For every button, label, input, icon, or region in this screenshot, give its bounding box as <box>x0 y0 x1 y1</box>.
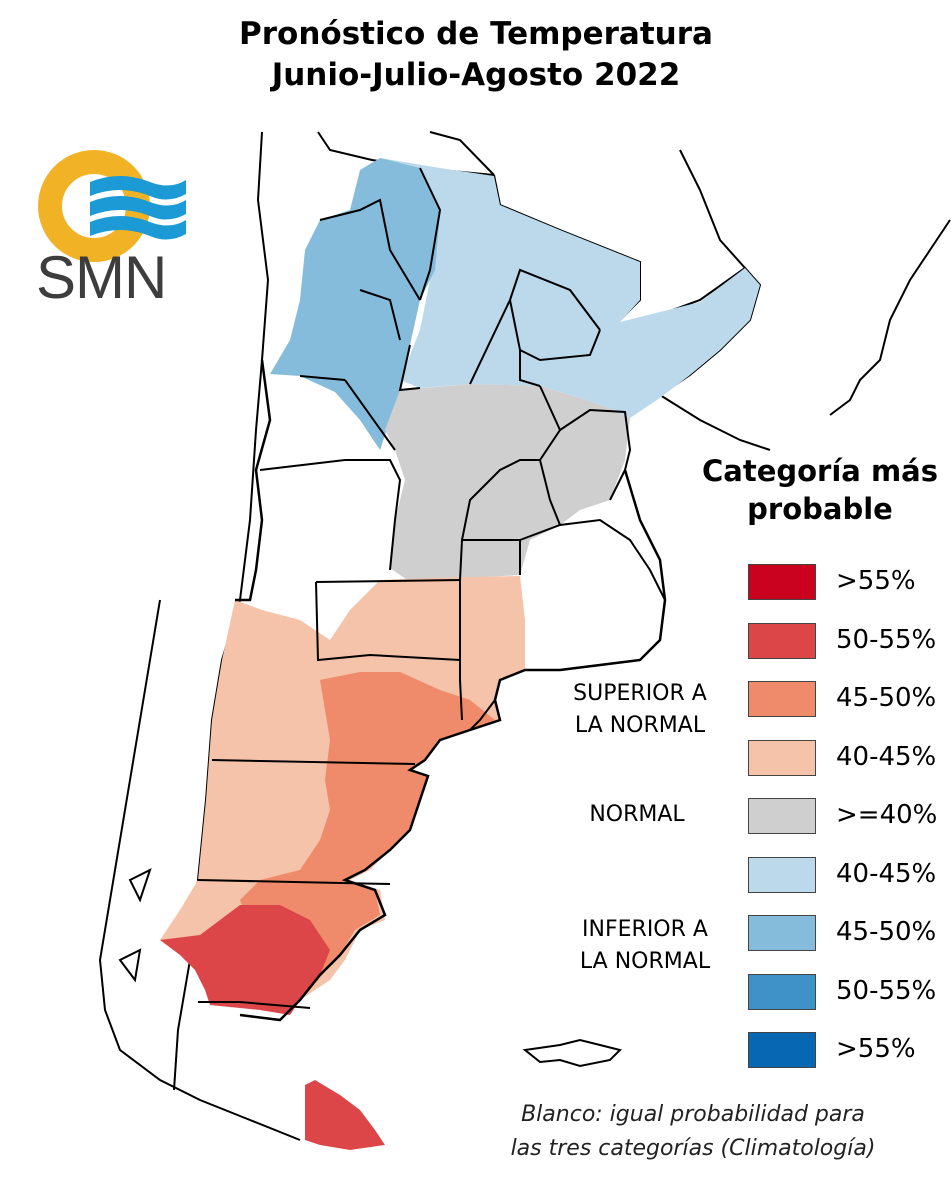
legend-label: 45-50% <box>836 917 937 947</box>
brazil-inner <box>679 149 746 269</box>
region-normal <box>385 384 630 582</box>
note-line-2: las tres categorías (Climatología) <box>510 1136 876 1161</box>
legend-label: 50-55% <box>836 624 937 655</box>
note-line-1: Blanco: igual probabilidad para <box>521 1102 865 1127</box>
legend-swatch <box>748 798 816 834</box>
legend-swatch <box>748 856 816 893</box>
smn-logo-icon <box>38 150 186 262</box>
region-inferior-40-45 <box>380 158 760 418</box>
group-normal: NORMAL <box>537 799 737 831</box>
falkland-islands <box>522 1038 622 1068</box>
legend-label: >55% <box>836 566 916 596</box>
border-uruguay <box>659 394 771 451</box>
argentina-map <box>98 131 951 1150</box>
group-inferior-line-2: LA NORMAL <box>579 949 711 974</box>
paraguay-river <box>429 131 495 176</box>
legend-title: Categoría más probable <box>690 452 950 528</box>
legend-label: 50-55% <box>836 975 937 1006</box>
legend-swatch <box>748 622 816 659</box>
legend-label: 40-45% <box>836 741 937 772</box>
region-tierra-del-fuego <box>305 1080 385 1150</box>
legend-swatch <box>748 681 816 717</box>
map-title: Pronóstico de Temperatura Junio-Julio-Ag… <box>0 14 952 96</box>
legend-title-line-1: Categoría más <box>701 454 939 488</box>
group-superior: SUPERIOR A LA NORMAL <box>540 678 740 742</box>
legend-swatch <box>748 915 816 951</box>
legend-swatch <box>748 1032 816 1068</box>
title-line-2: Junio-Julio-Agosto 2022 <box>271 57 681 93</box>
legend-label: 40-45% <box>836 858 937 889</box>
title-line-1: Pronóstico de Temperatura <box>239 16 713 52</box>
group-superior-line-1: SUPERIOR A <box>573 681 707 706</box>
note: Blanco: igual probabilidad para las tres… <box>488 1098 898 1166</box>
atlantic-coast <box>239 469 667 1022</box>
coast-brazil <box>829 219 951 416</box>
legend-swatch <box>748 564 816 600</box>
region-superior-50-55 <box>160 905 330 1015</box>
legend-swatch <box>748 739 816 776</box>
legend-swatch <box>748 973 816 1010</box>
legend-label: >=40% <box>836 800 938 830</box>
legend-label: 45-50% <box>836 683 937 713</box>
legend-title-line-2: probable <box>747 492 893 526</box>
group-normal-line-1: NORMAL <box>589 802 685 827</box>
group-inferior-line-1: INFERIOR A <box>582 917 708 942</box>
logo-text: SMN <box>36 244 167 311</box>
group-superior-line-2: LA NORMAL <box>574 713 706 738</box>
andes-border <box>235 359 272 602</box>
group-inferior: INFERIOR A LA NORMAL <box>545 914 745 978</box>
legend-label: >55% <box>836 1034 916 1064</box>
